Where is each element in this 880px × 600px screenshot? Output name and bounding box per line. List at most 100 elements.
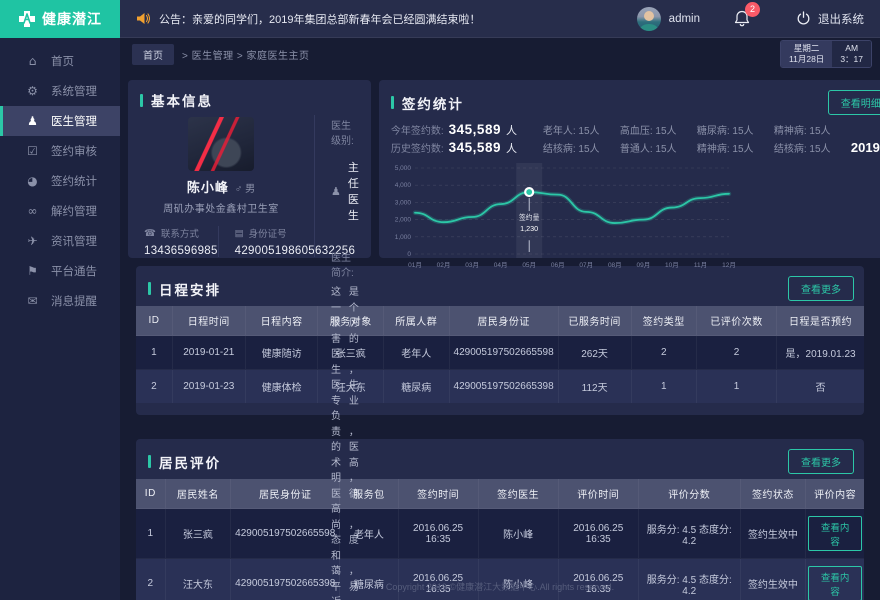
table-cell: 112天 <box>558 369 632 403</box>
breadcrumb-home[interactable]: 首页 <box>132 43 174 65</box>
contact-block: ☎ 联系方式 13436596985 <box>144 227 218 258</box>
signing-chart: 0 1,000 2,000 3,000 4,000 5,000 01月 02月 03月 04月 05… <box>395 163 736 269</box>
sidebar-item-label: 系统管理 <box>51 86 97 98</box>
column-header: 签约时间 <box>398 479 479 509</box>
stat-chip: 老年人: 15人 <box>542 126 600 137</box>
column-header: ID <box>136 479 166 509</box>
level-label: 医生级别: <box>331 121 354 147</box>
table-cell: 服务分: 4.5 态度分: 4.2 <box>638 558 741 600</box>
table-cell: 2019-01-21 <box>172 335 246 370</box>
time-cell: AM 3：17 <box>832 40 871 68</box>
svg-text:03月: 03月 <box>465 261 479 269</box>
history-signings-stat: 历史签约数: 345,589 人 <box>390 140 517 155</box>
stat-chip: 结核病: 15人 <box>773 144 831 155</box>
app-logo[interactable]: 健康潜江 <box>0 0 120 38</box>
notifications-button[interactable]: 2 <box>734 2 760 27</box>
sidebar-item-医生管理[interactable]: ♟ 医生管理 <box>0 106 120 136</box>
sidebar-item-label: 签约统计 <box>51 176 97 188</box>
column-header: ID <box>136 306 173 336</box>
contact-value: 13436596985 <box>144 245 218 257</box>
sidebar-item-平台通告[interactable]: ⚑ 平台通告 <box>0 256 120 286</box>
pie-chart-icon: ◕ <box>27 174 38 188</box>
table-cell: 2 <box>696 335 778 370</box>
sidebar-item-签约审核[interactable]: ☑ 签约审核 <box>0 136 120 166</box>
column-header: 服务对象 <box>317 306 384 336</box>
title-accent-bar <box>140 93 143 107</box>
sidebar-item-首页[interactable]: ⌂ 首页 <box>0 46 120 76</box>
sidebar-item-资讯管理[interactable]: ✈ 资讯管理 <box>0 226 120 256</box>
intro-text: 这是一个很厉害的医生，医生专业负责，的医术高明，医德高尚，态度和蔼，平易近人，一… <box>331 287 359 600</box>
table-cell: 老年人 <box>339 508 399 559</box>
unlink-icon: ∞ <box>27 204 38 218</box>
meridiem: AM <box>845 42 859 53</box>
svg-text:08月: 08月 <box>608 261 622 269</box>
svg-text:签约量: 签约量 <box>519 213 540 222</box>
sidebar-item-label: 签约审核 <box>51 146 97 158</box>
sidebar-item-系统管理[interactable]: ⚙ 系统管理 <box>0 76 120 106</box>
table-cell: 1 <box>631 369 698 403</box>
table-row: 1 张三疯 429005197502665598 老年人 2016.06.25 16:3… <box>136 508 864 559</box>
date-cell: 星期二 11月28日 <box>781 40 833 68</box>
svg-text:06月: 06月 <box>551 261 565 269</box>
signing-stats-card: 签约统计 查看明细 今年签约数: 345,589 人 老年人: 15人 高血压: … <box>378 80 880 269</box>
svg-text:12月: 12月 <box>722 261 736 269</box>
svg-text:07月: 07月 <box>579 261 593 269</box>
table-cell: 陈小峰 <box>478 508 559 559</box>
column-header: 评价分数 <box>638 479 741 509</box>
reviews-table: ID 居民姓名 居民身份证 服务包 签约时间 签约医生 评价时间 评价分数 签约状态 评价内容 1 张… <box>136 479 864 600</box>
svg-text:10月: 10月 <box>665 261 679 269</box>
male-icon: ♂ <box>234 184 246 195</box>
table-cell: 2016.06.25 16:35 <box>558 558 639 600</box>
view-content-button[interactable]: 查看内容 <box>808 516 862 551</box>
topbar-right: admin 2 退出系统 <box>636 2 880 31</box>
sidebar-item-解约管理[interactable]: ∞ 解约管理 <box>0 196 120 226</box>
announcement-text: 公告：亲爱的同学们，2019年集团总部新春年会已经圆满结束啦！ <box>159 13 481 26</box>
avatar[interactable] <box>636 6 661 31</box>
breadcrumb-trail: > 医生管理 > 家庭医生主页 <box>182 50 310 62</box>
column-header: 居民姓名 <box>165 479 232 509</box>
stats-title: 签约统计 <box>401 96 464 112</box>
svg-text:5,000: 5,000 <box>395 165 412 172</box>
logout-label: 退出系统 <box>818 13 864 26</box>
action-cell: 查看内容 <box>806 509 864 559</box>
column-header: 日程时间 <box>172 306 246 336</box>
logout-button[interactable]: 退出系统 <box>796 11 864 27</box>
gear-icon: ⚙ <box>27 84 38 98</box>
svg-text:0: 0 <box>407 251 411 258</box>
year-selector[interactable]: 2019 <box>850 140 880 155</box>
table-cell: 汪大东 <box>165 558 232 600</box>
stat-chip: 精神病: 15人 <box>696 144 754 155</box>
main-content: 首页 > 医生管理 > 家庭医生主页 星期二 11月28日 AM 3：17 基本… <box>120 38 880 600</box>
view-content-button[interactable]: 查看内容 <box>808 566 862 600</box>
reviews-more-button[interactable]: 查看更多 <box>788 449 854 474</box>
column-header: 已服务时间 <box>558 306 632 336</box>
logo-text: 健康潜江 <box>42 10 102 27</box>
footer-copyright: Copyright 2019 ©健康潜江大数据中心.All rights res… <box>385 582 615 592</box>
table-cell: 糖尿病 <box>383 369 450 403</box>
schedule-title: 日程安排 <box>159 282 221 298</box>
table-cell: 429005197502665598 <box>449 335 559 370</box>
title-accent-bar <box>148 282 151 295</box>
column-header: 所属人群 <box>383 306 450 336</box>
svg-text:01月: 01月 <box>408 261 422 269</box>
schedule-more-button[interactable]: 查看更多 <box>788 276 854 301</box>
sidebar-item-签约统计[interactable]: ◕ 签约统计 <box>0 166 120 196</box>
table-cell: 1 <box>136 335 173 370</box>
table-cell: 1 <box>136 508 166 559</box>
weekday: 星期二 <box>793 42 820 53</box>
phone-icon: ☎ <box>144 227 156 239</box>
table-cell: 否 <box>815 383 826 394</box>
view-detail-button[interactable]: 查看明细 <box>827 90 880 115</box>
table-cell: 2 <box>136 369 173 403</box>
sidebar-nav: ⌂ 首页 ⚙ 系统管理 ♟ 医生管理 ☑ 签约审核 ◕ 签约统计 ∞ 解约管理 ✈ 资讯管理 ⚑ 平台通告 ✉ 消… <box>0 38 120 600</box>
table-cell: 张三疯 <box>165 508 232 559</box>
topbar: 健康潜江 公告：亲爱的同学们，2019年集团总部新春年会已经圆满结束啦！ adm… <box>0 0 880 38</box>
idcard-value: 429005198605632256 <box>234 245 356 257</box>
announcement-bar: 公告：亲爱的同学们，2019年集团总部新春年会已经圆满结束啦！ <box>136 11 480 27</box>
svg-text:4,000: 4,000 <box>395 182 412 189</box>
paper-plane-icon: ✈ <box>27 234 38 248</box>
sidebar-item-消息提醒[interactable]: ✉ 消息提醒 <box>0 286 120 316</box>
schedule-table: ID 日程时间 日程内容 服务对象 所属人群 居民身份证 已服务时间 签约类型 已评价次数 日程是… <box>136 306 864 403</box>
table-cell: 2 <box>136 558 166 600</box>
megaphone-icon: ⚑ <box>27 264 38 278</box>
